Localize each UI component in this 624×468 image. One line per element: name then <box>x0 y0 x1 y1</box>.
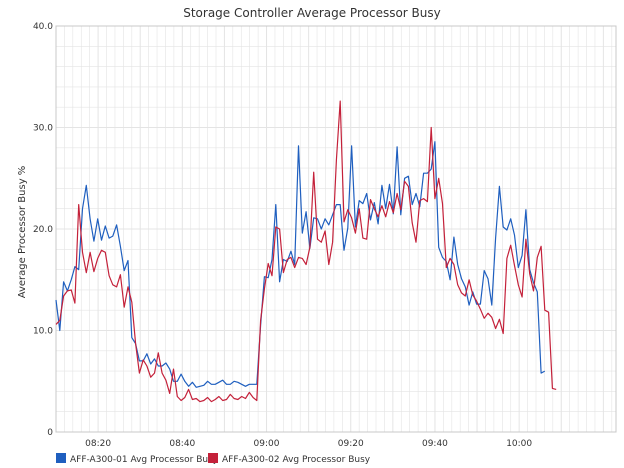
y-tick-label: 10.0 <box>33 327 53 337</box>
x-tick-label: 10:00 <box>506 439 532 449</box>
series-line-aff-a300-02 <box>55 100 557 403</box>
legend-swatch-aff-a300-01[interactable] <box>56 453 66 463</box>
x-axis-ticks: 08:20 08:40 09:00 09:20 09:40 10:00 <box>85 439 532 449</box>
chart-title: Storage Controller Average Processor Bus… <box>183 6 441 20</box>
series-line-aff-a300-01 <box>55 141 546 388</box>
x-tick-label: 08:20 <box>85 439 111 449</box>
legend-swatch-aff-a300-02[interactable] <box>208 453 218 463</box>
y-tick-label: 40.0 <box>33 22 53 32</box>
legend: AFF-A300-01 Avg Processor Busy AFF-A300-… <box>56 453 371 465</box>
y-axis-ticks: 0 10.0 20.0 30.0 40.0 <box>33 22 53 438</box>
x-tick-label: 09:40 <box>422 439 448 449</box>
legend-label-aff-a300-01[interactable]: AFF-A300-01 Avg Processor Busy <box>70 455 219 465</box>
y-tick-label: 20.0 <box>33 225 53 235</box>
x-tick-label: 09:20 <box>338 439 364 449</box>
y-tick-label: 30.0 <box>33 124 53 134</box>
legend-label-aff-a300-02[interactable]: AFF-A300-02 Avg Processor Busy <box>222 455 371 465</box>
y-axis-label: Average Processor Busy % <box>17 166 28 299</box>
plot-frame <box>55 25 617 433</box>
y-tick-label: 0 <box>47 428 53 438</box>
x-tick-label: 09:00 <box>254 439 280 449</box>
series-lines <box>55 100 557 403</box>
x-tick-label: 08:40 <box>169 439 195 449</box>
grid <box>55 25 616 433</box>
